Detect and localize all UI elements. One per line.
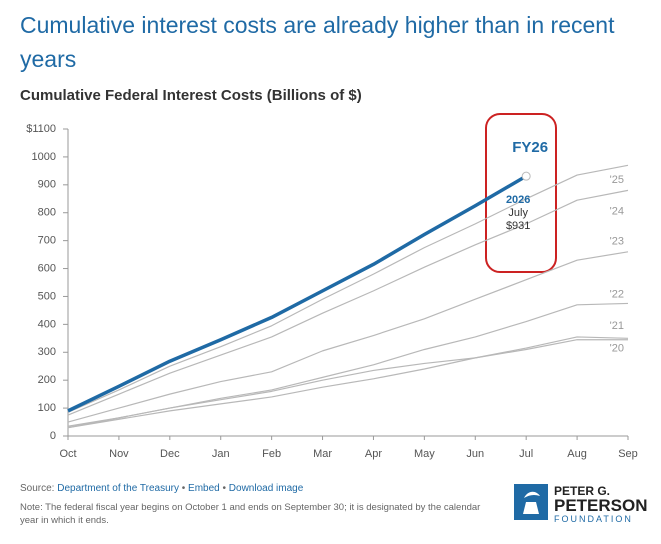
x-tick-label: May <box>414 448 435 460</box>
note: Note: The federal fiscal year begins on … <box>20 502 481 526</box>
x-tick-label: Aug <box>567 448 587 460</box>
y-tick-label: $1100 <box>26 123 56 135</box>
y-tick-label: 1000 <box>32 151 56 163</box>
end-point <box>521 171 531 181</box>
x-tick-label: Dec <box>160 448 180 460</box>
series-line <box>67 164 629 413</box>
y-tick-label: 900 <box>38 179 56 191</box>
y-tick-label: 800 <box>38 207 56 219</box>
chart-title: Cumulative interest costs are already hi… <box>20 12 615 72</box>
series-label: '22 <box>610 288 624 300</box>
annotation-value: $931 <box>506 220 530 232</box>
x-tick-label: Mar <box>313 448 332 460</box>
series-label: FY26 <box>512 139 548 156</box>
y-tick-label: 600 <box>38 262 56 274</box>
series-line <box>67 339 628 429</box>
embed-link[interactable]: Embed <box>188 483 220 494</box>
annotation-month: July <box>508 207 528 219</box>
series-label: '21 <box>610 320 624 332</box>
x-tick-label: Jun <box>466 448 484 460</box>
annotation-year: 2026 <box>506 194 530 206</box>
x-tick-label: Feb <box>262 448 281 460</box>
source-label: Source: <box>20 483 55 494</box>
x-tick-label: Jul <box>519 448 533 460</box>
series-line <box>67 251 629 423</box>
series-label: '24 <box>610 205 624 217</box>
logo-line: PETER G. <box>554 484 611 498</box>
x-tick-label: Jan <box>212 448 230 460</box>
logo-line: FOUNDATION <box>554 514 633 524</box>
x-tick-label: Oct <box>59 448 76 460</box>
y-tick-label: 100 <box>38 402 56 414</box>
x-tick-label: Sep <box>618 448 638 460</box>
source-link[interactable]: Department of the Treasury <box>57 483 179 494</box>
series-label: '25 <box>610 174 624 186</box>
y-tick-label: 200 <box>38 374 56 386</box>
highlight-box <box>485 113 557 273</box>
y-tick-label: 400 <box>38 318 56 330</box>
chart: 0 100 200 300 400 500 600 700 800 900 1000 $1100 Oct… <box>26 113 638 460</box>
y-tick-label: 0 <box>50 430 56 442</box>
x-tick-label: Apr <box>365 448 382 460</box>
y-tick-label: 700 <box>38 235 56 247</box>
y-tick-label: 500 <box>38 290 56 302</box>
source: Source: Department of the Treasury • Emb… <box>20 483 304 494</box>
logo-line: PETERSON <box>554 496 648 515</box>
series-label: '23 <box>610 236 624 248</box>
chart-subtitle: Cumulative Federal Interest Costs (Billi… <box>20 87 362 104</box>
series-line <box>67 302 629 427</box>
download-link[interactable]: Download image <box>228 483 304 494</box>
series-line <box>67 189 629 416</box>
logo-icon <box>514 484 548 520</box>
x-tick-label: Nov <box>109 448 129 460</box>
series-line <box>67 174 528 413</box>
y-tick-label: 300 <box>38 346 56 358</box>
series-label: '20 <box>610 343 624 355</box>
